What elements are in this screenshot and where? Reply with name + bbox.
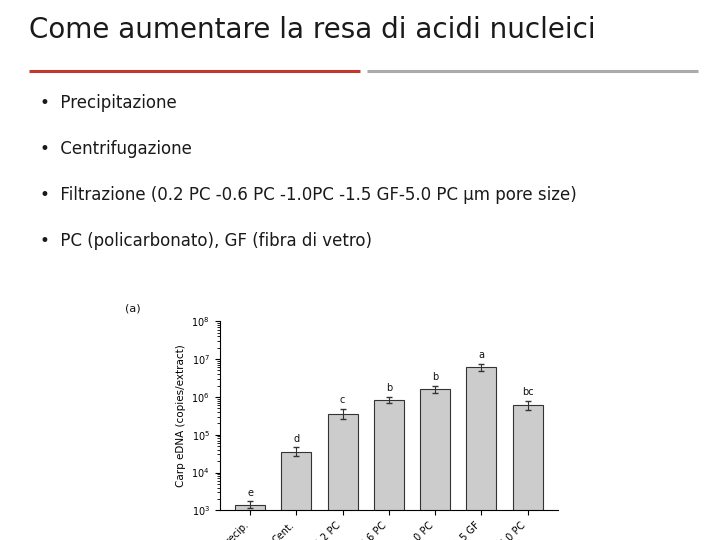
Text: •  Filtrazione (0.2 PC -0.6 PC -1.0PC -1.5 GF-5.0 PC μm pore size): • Filtrazione (0.2 PC -0.6 PC -1.0PC -1.…: [40, 186, 576, 204]
Text: •  Centrifugazione: • Centrifugazione: [40, 140, 192, 158]
Text: b: b: [432, 372, 438, 382]
Text: •  PC (policarbonato), GF (fibra di vetro): • PC (policarbonato), GF (fibra di vetro…: [40, 232, 372, 250]
Bar: [420, 389, 450, 540]
Bar: [374, 400, 404, 540]
Y-axis label: Carp eDNA (copies/extract): Carp eDNA (copies/extract): [176, 345, 186, 487]
Text: bc: bc: [522, 387, 534, 397]
Text: e: e: [247, 488, 253, 497]
Bar: [282, 451, 311, 540]
Text: d: d: [293, 434, 300, 443]
Text: (a): (a): [125, 303, 140, 314]
Text: •  Precipitazione: • Precipitazione: [40, 94, 176, 112]
Bar: [328, 414, 358, 540]
Text: Come aumentare la resa di acidi nucleici: Come aumentare la resa di acidi nucleici: [29, 16, 595, 44]
Bar: [513, 405, 543, 540]
Text: b: b: [386, 383, 392, 393]
Bar: [235, 504, 265, 540]
Text: c: c: [340, 395, 345, 406]
Text: a: a: [478, 350, 485, 360]
Bar: [467, 367, 496, 540]
